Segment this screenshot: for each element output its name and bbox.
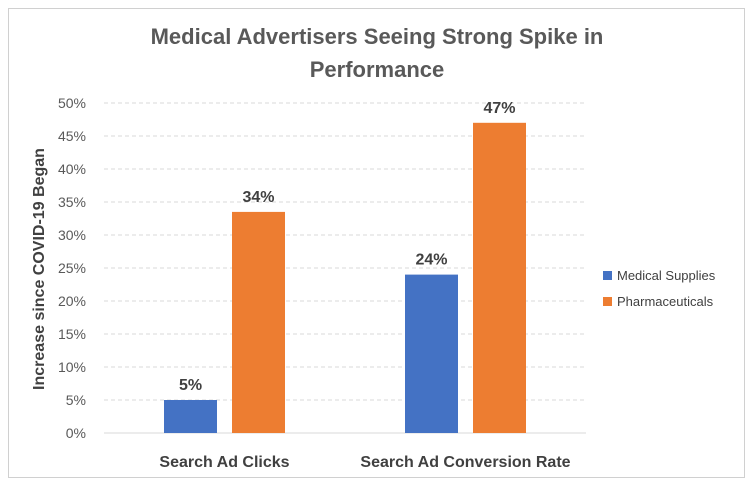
x-axis-categories: Search Ad Clicks Search Ad Conversion Rat… [159,454,570,471]
chart-title-line-1: Medical Advertisers Seeing Strong Spike … [150,24,604,49]
bar [405,274,458,433]
legend-label-pharmaceuticals: Pharmaceuticals [617,293,714,309]
bar [473,122,526,434]
bars [164,122,526,434]
y-tick-label: 35% [58,194,86,210]
legend-label-medical-supplies: Medical Supplies [617,267,716,283]
y-tick-label: 15% [58,326,86,342]
y-axis-title: Increase since COVID-19 Began [31,148,48,390]
y-tick-label: 0% [66,425,86,441]
data-label: 5% [179,377,202,394]
y-tick-label: 40% [58,161,86,177]
legend-swatch-pharmaceuticals [603,296,612,306]
chart-title: Medical Advertisers Seeing Strong Spike … [0,20,754,86]
y-tick-label: 30% [58,227,86,243]
y-tick-label: 5% [66,392,86,408]
y-axis-ticks: 0% 5% 10% 15% 20% 25% 30% 35% 40% 45% 50% [58,95,86,441]
bar [164,400,217,433]
data-labels: 5% 34% 24% 47% [179,100,516,394]
legend-swatch-medical-supplies [603,270,612,280]
chart-frame [8,8,745,478]
chart-title-line-2: Performance [309,57,445,82]
data-label: 47% [483,100,515,117]
legend-item-pharmaceuticals: Pharmaceuticals [603,288,715,314]
y-tick-label: 45% [58,128,86,144]
y-tick-label: 10% [58,359,86,375]
legend: Medical Supplies Pharmaceuticals [603,262,715,314]
data-label: 24% [415,252,447,269]
bar [232,211,285,433]
x-category-label: Search Ad Clicks [159,454,289,471]
x-category-label: Search Ad Conversion Rate [360,454,570,471]
y-tick-label: 20% [58,293,86,309]
y-tick-label: 50% [58,95,86,111]
data-label: 34% [242,189,274,206]
legend-item-medical-supplies: Medical Supplies [603,262,715,288]
y-tick-label: 25% [58,260,86,276]
